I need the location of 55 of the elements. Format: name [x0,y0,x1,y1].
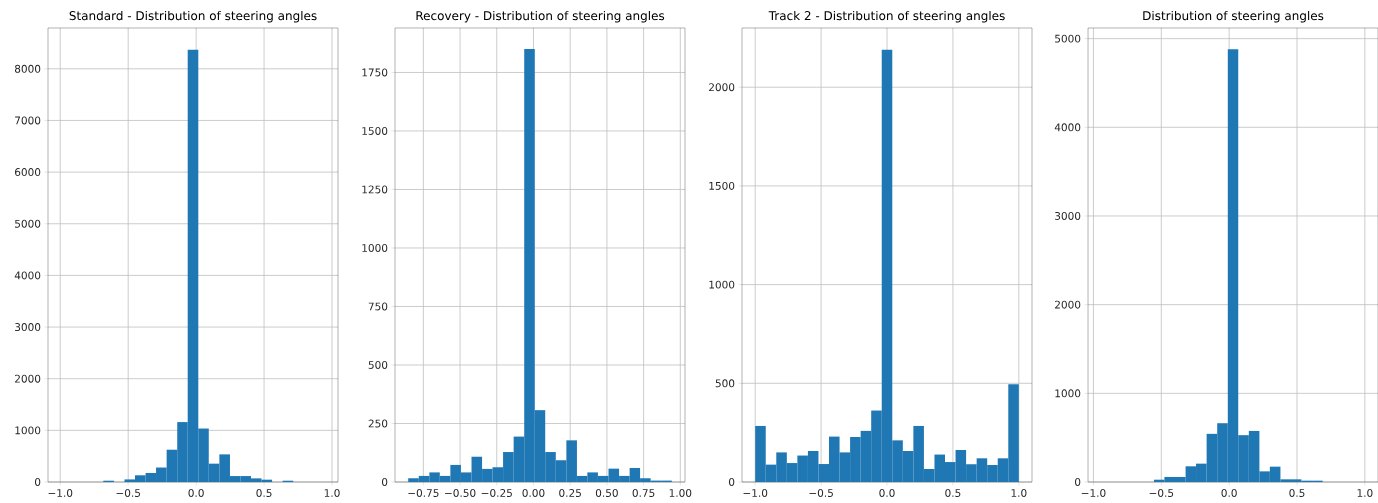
y-tick-label: 2000 [709,83,735,92]
y-tick-label: 1500 [362,126,388,135]
y-tick-label: 0 [381,478,388,486]
y-tick-label: 500 [715,379,735,388]
x-tick-label: 0.00 [522,489,545,497]
y-tick-label: 1750 [362,68,388,77]
x-tick-label: −0.75 [408,489,439,497]
y-tick-label: 1500 [709,181,735,190]
y-tick-label: 0 [1075,478,1081,486]
x-tick-label: 0.0 [879,489,895,497]
y-tick-label: 3000 [15,323,41,332]
y-tick-label: 750 [368,302,388,311]
y-tick-label: 1000 [362,244,388,252]
x-tick-label: 0.50 [595,489,618,497]
y-tick-label: 7000 [15,116,41,125]
x-tick-label: −0.50 [445,489,476,497]
x-tick-label: 1.0 [1357,489,1373,497]
y-tick-label: 5000 [15,219,41,228]
y-tick-label: 0 [729,478,735,486]
x-tick-label: 0.5 [945,489,961,497]
x-tick-label: −1.0 [1081,489,1106,497]
y-tick-label: 1000 [15,426,41,435]
y-tick-label: 2000 [15,374,41,383]
y-tick-label: 8000 [14,64,41,73]
y-tick-label: 4000 [1054,123,1081,132]
x-tick-label: 0.0 [188,489,204,497]
x-tick-label: 1.0 [1011,489,1027,497]
y-tick-label: 0 [34,478,41,486]
x-tick-label: −1.0 [743,489,768,497]
chart-title: Recovery - Distribution of steering angles [416,10,665,23]
x-tick-label: −0.25 [481,489,512,497]
x-tick-label: 0.5 [1289,489,1305,497]
x-tick-label: 0.75 [632,489,655,497]
chart-title: Standard - Distribution of steering angles [69,10,317,23]
x-tick-label: −0.5 [1149,489,1174,497]
x-tick-label: 0.5 [256,489,272,497]
y-tick-label: 1000 [709,280,735,289]
x-tick-label: −1.0 [48,489,73,497]
chart-title: Track 2 - Distribution of steering angles [768,10,1005,23]
x-tick-label: 0.25 [559,489,581,497]
y-tick-label: 3000 [1055,212,1081,220]
y-tick-label: 250 [368,419,388,428]
x-tick-label: 1.00 [669,489,692,497]
x-tick-label: −0.5 [116,489,141,497]
y-tick-label: 5000 [1055,34,1081,43]
chart-title: Distribution of steering angles [1143,10,1324,23]
y-tick-label: 4000 [14,271,41,280]
x-tick-label: −0.5 [809,489,833,497]
y-tick-label: 1250 [362,185,388,194]
x-tick-label: 0.0 [1221,489,1237,497]
y-tick-label: 500 [368,361,388,369]
x-tick-label: 1.0 [324,489,340,497]
y-tick-label: 2000 [1055,300,1081,309]
y-tick-label: 6000 [14,168,41,177]
y-tick-label: 1000 [1055,389,1081,398]
